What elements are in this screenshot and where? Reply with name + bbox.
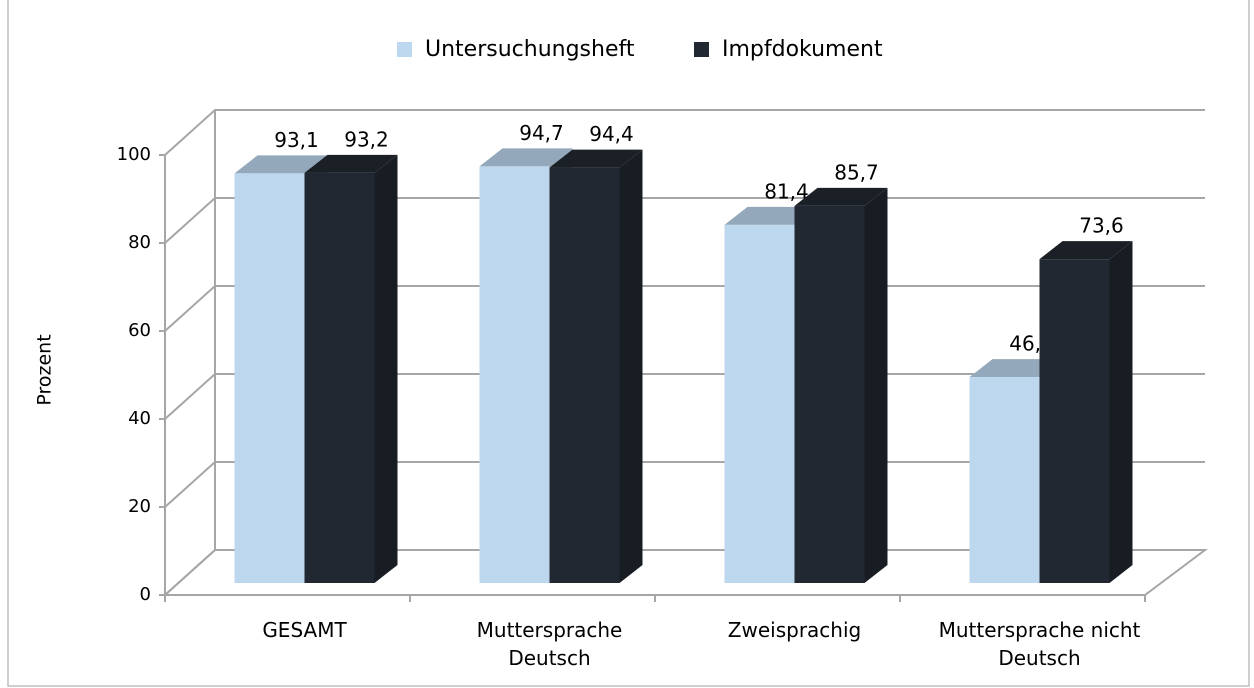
bar-front — [969, 377, 1040, 583]
bar-front — [234, 173, 305, 584]
data-label: 94,7 — [519, 121, 564, 145]
data-label: 93,1 — [274, 128, 319, 152]
y-tick-label: 0 — [140, 584, 151, 605]
bar-side — [864, 187, 888, 584]
bar — [304, 154, 398, 584]
legend-swatch — [694, 42, 709, 57]
chart-frame — [7, 0, 1250, 687]
bar-top — [794, 187, 888, 206]
legend-swatch — [397, 42, 412, 57]
bar-top — [549, 149, 643, 168]
bar-front — [1039, 259, 1110, 583]
bar-front — [479, 166, 550, 583]
y-tick-label: 80 — [128, 232, 151, 253]
legend-label: Impfdokument — [722, 37, 883, 62]
data-label: 85,7 — [834, 160, 879, 184]
bar-top — [969, 359, 1063, 378]
bar-front — [549, 167, 620, 583]
bar-top — [304, 154, 398, 173]
y-axis-label: Prozent — [34, 334, 56, 405]
bar-front — [724, 224, 795, 583]
data-label: 93,2 — [344, 127, 389, 151]
x-tick-label: Muttersprache nicht Deutsch — [938, 618, 1141, 670]
y-tick-label: 20 — [128, 496, 151, 517]
bar-side — [619, 149, 643, 583]
y-tick-label: 40 — [128, 408, 151, 429]
x-tick-label: Zweisprachig — [727, 618, 862, 642]
bar-top — [234, 155, 328, 174]
bar-front — [304, 172, 375, 584]
bar — [549, 149, 643, 583]
bar — [1039, 241, 1133, 583]
bar-side — [374, 154, 398, 584]
x-tick-label: GESAMT — [262, 618, 347, 642]
data-label: 81,4 — [764, 179, 809, 203]
y-tick-label: 60 — [128, 320, 151, 341]
bar-side — [1109, 241, 1133, 583]
bar-top — [724, 206, 818, 225]
bar — [794, 187, 888, 584]
data-label: 94,4 — [589, 122, 634, 146]
data-label: 73,6 — [1079, 214, 1124, 238]
bar-top — [1039, 241, 1133, 260]
y-tick-label: 100 — [117, 144, 151, 165]
bar-top — [479, 148, 573, 167]
x-tick-label: Muttersprache Deutsch — [476, 618, 623, 670]
bar-front — [794, 205, 865, 584]
grid-line — [164, 109, 1205, 156]
legend-label: Untersuchungsheft — [425, 37, 635, 62]
